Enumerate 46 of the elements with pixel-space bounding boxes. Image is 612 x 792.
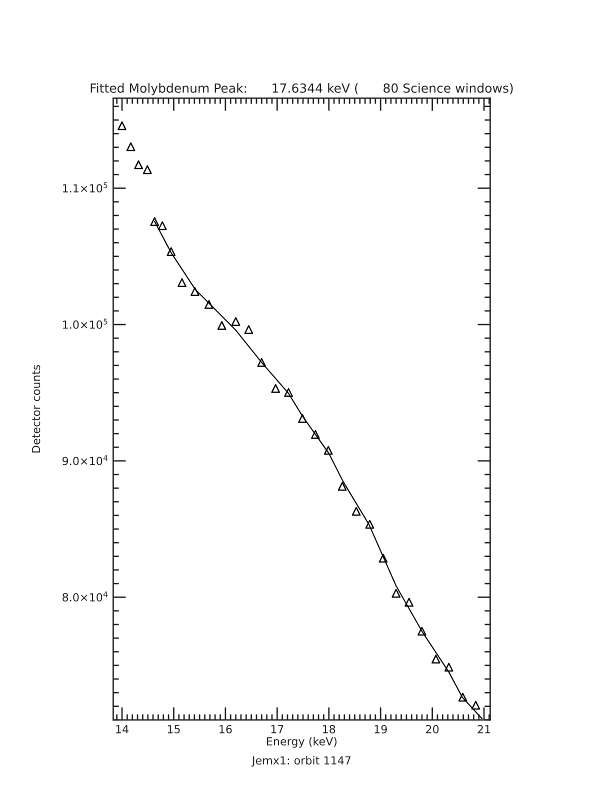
point [142, 165, 152, 174]
chart-title: Fitted Molybdenum Peak: 17.6344 keV ( 80 Science windows) [90, 83, 513, 96]
point [338, 482, 347, 491]
point [352, 506, 361, 516]
x-tick-label: 17 [271, 725, 284, 734]
x-tick-label: 20 [426, 724, 439, 734]
point [190, 287, 200, 296]
y-axis-title: Detector counts [32, 365, 40, 453]
point [126, 142, 136, 152]
point [204, 300, 214, 309]
point [310, 430, 320, 439]
point [217, 321, 226, 330]
y-tick-label: 9.0×10$^{4}$ [62, 455, 108, 466]
point [118, 121, 126, 130]
point [404, 598, 414, 607]
point [178, 278, 186, 287]
point [378, 554, 388, 563]
y-tick-label: 1.1×10$^{5}$ [63, 182, 108, 192]
point [444, 662, 454, 672]
point [365, 520, 374, 529]
point [392, 588, 401, 598]
x-tick-label: 16 [220, 724, 232, 734]
y-tick-label: 1.0×10$^{5}$ [63, 318, 108, 329]
point [158, 221, 167, 230]
y-tick-label: 8.0×10$^{4}$ [62, 591, 108, 602]
point [150, 217, 160, 226]
point [244, 325, 254, 334]
point [431, 654, 440, 664]
x-tick-label: 18 [323, 724, 336, 734]
point [231, 317, 240, 326]
x-tick-label: 19 [374, 724, 387, 734]
x-axis-title: Energy (keV) [267, 736, 337, 748]
text: Jemx1: orbit 1147 [251, 756, 351, 767]
point [284, 388, 293, 397]
point [298, 414, 307, 423]
point [418, 626, 426, 636]
x-tick-label: 14 [116, 725, 128, 734]
point [458, 692, 468, 702]
point [134, 160, 143, 170]
x-tick-label: 15 [168, 725, 180, 734]
x-tick-label: 21 [478, 724, 490, 734]
point [324, 446, 333, 455]
point [471, 700, 480, 710]
point [166, 247, 176, 256]
point [257, 358, 266, 367]
point [271, 384, 280, 393]
